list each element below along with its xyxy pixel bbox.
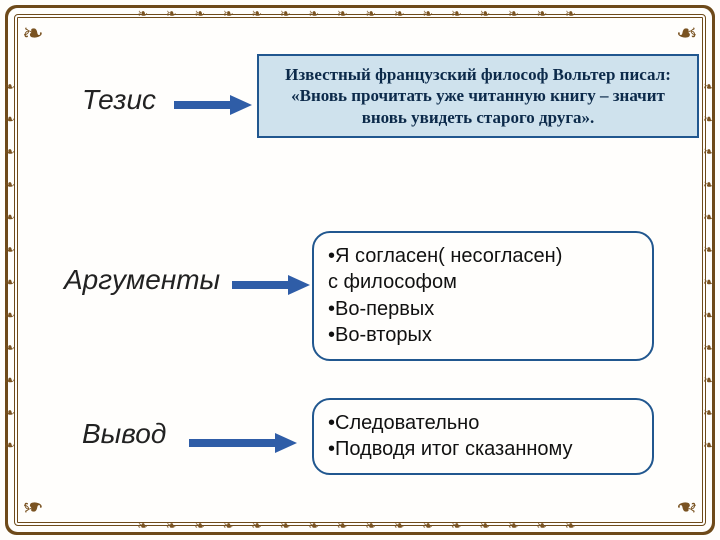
box-conclusion: •Следовательно •Подводя итог сказанному <box>312 398 654 475</box>
edge-ornament-icon: ❧ ❧ ❧ ❧ ❧ ❧ ❧ ❧ ❧ ❧ ❧ ❧ <box>3 58 18 482</box>
corner-ornament-icon: ❧ <box>22 494 44 520</box>
corner-ornament-icon: ❧ <box>676 494 698 520</box>
label-vyvod: Вывод <box>82 418 166 450</box>
arg-line: с философом <box>328 269 638 295</box>
box-thesis: Известный французский философ Вольтер пи… <box>257 54 699 138</box>
arrow-tezis-icon <box>172 93 252 117</box>
arg-line: •Во-первых <box>328 296 638 322</box>
ornate-frame: ❧ ❧ ❧ ❧ ❧ ❧ ❧ ❧ ❧ ❧ ❧ ❧ ❧ ❧ ❧ ❧ ❧ ❧ ❧ ❧ … <box>14 14 706 526</box>
arrow-argumenty-icon <box>230 273 310 297</box>
arg-line: •Во-вторых <box>328 322 638 348</box>
edge-ornament-icon: ❧ ❧ ❧ ❧ ❧ ❧ ❧ ❧ ❧ ❧ ❧ ❧ ❧ ❧ ❧ ❧ <box>58 518 662 534</box>
vyvod-line: •Следовательно <box>328 410 638 436</box>
arrow-vyvod-icon <box>187 431 297 455</box>
edge-ornament-icon: ❧ ❧ ❧ ❧ ❧ ❧ ❧ ❧ ❧ ❧ ❧ ❧ ❧ ❧ ❧ ❧ <box>58 6 662 22</box>
corner-ornament-icon: ❧ <box>22 20 44 46</box>
vyvod-line: •Подводя итог сказанному <box>328 436 638 462</box>
arg-line: •Я согласен( несогласен) <box>328 243 638 269</box>
diagram-canvas: Тезис Известный французский философ Воль… <box>52 46 668 494</box>
box-arguments: •Я согласен( несогласен) с философом •Во… <box>312 231 654 361</box>
corner-ornament-icon: ❧ <box>676 20 698 46</box>
edge-ornament-icon: ❧ ❧ ❧ ❧ ❧ ❧ ❧ ❧ ❧ ❧ ❧ ❧ <box>702 58 717 482</box>
label-tezis: Тезис <box>82 84 156 116</box>
label-argumenty: Аргументы <box>64 264 220 296</box>
